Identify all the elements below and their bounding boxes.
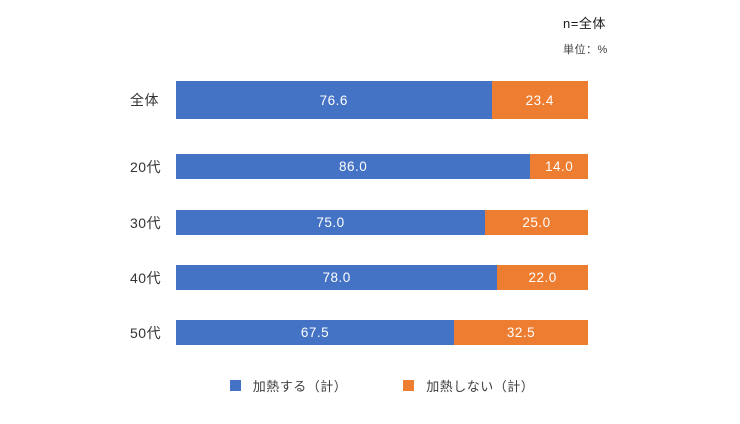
bar-segment-orange: 23.4 [491, 81, 588, 119]
category-label: 50代 [130, 324, 162, 341]
bar-segment-blue: 76.6 [176, 81, 492, 119]
sample-size-label: n=全体 [563, 16, 606, 31]
bar-track: 76.6 23.4 [176, 81, 588, 119]
chart-meta: n=全体 単位：% [563, 13, 608, 57]
legend-swatch-icon [229, 380, 241, 391]
bar-segment-orange: 22.0 [497, 265, 588, 290]
chart-row: 50代 67.5 32.5 [130, 320, 588, 345]
category-label: 全体 [130, 92, 159, 108]
bar-track: 78.0 22.0 [176, 265, 588, 290]
legend-swatch-icon [403, 380, 415, 391]
chart-row: 30代 75.0 25.0 [130, 210, 588, 235]
segment-value-label: 86.0 [339, 159, 368, 174]
legend-item: 加熱する（計） [229, 376, 348, 395]
segment-value-label: 14.0 [545, 159, 574, 174]
chart-row: 40代 78.0 22.0 [130, 265, 588, 290]
segment-value-label: 25.0 [522, 215, 551, 230]
bar-track: 86.0 14.0 [176, 154, 588, 179]
unit-label: 単位：% [563, 44, 608, 56]
chart-legend: 加熱する（計） 加熱しない（計） [176, 376, 588, 395]
bar-chart-rows: 全体 76.6 23.4 20代 86.0 14.0 30代 75.0 25.0 40代 78.0 2… [130, 81, 588, 345]
segment-value-label: 32.5 [506, 325, 536, 340]
legend-label: 加熱しない（計） [426, 379, 535, 394]
category-label: 30代 [130, 214, 162, 231]
segment-value-label: 75.0 [316, 215, 345, 230]
legend-item: 加熱しない（計） [403, 376, 534, 395]
category-label: 40代 [130, 269, 162, 286]
bar-segment-blue: 78.0 [176, 265, 498, 290]
chart-row: 20代 86.0 14.0 [130, 154, 588, 179]
category-label: 20代 [130, 158, 162, 175]
bar-track: 67.5 32.5 [176, 320, 588, 345]
bar-segment-blue: 75.0 [176, 210, 485, 235]
segment-value-label: 76.6 [319, 92, 348, 108]
legend-label: 加熱する（計） [252, 379, 348, 394]
chart-row: 全体 76.6 23.4 [130, 81, 588, 119]
segment-value-label: 67.5 [300, 325, 330, 340]
segment-value-label: 23.4 [525, 92, 554, 108]
bar-segment-blue: 67.5 [176, 320, 455, 345]
bar-segment-blue: 86.0 [176, 154, 531, 179]
bar-segment-orange: 25.0 [485, 210, 588, 235]
bar-track: 75.0 25.0 [176, 210, 588, 235]
bar-segment-orange: 14.0 [530, 154, 588, 179]
segment-value-label: 22.0 [528, 270, 557, 285]
segment-value-label: 78.0 [322, 270, 351, 285]
bar-segment-orange: 32.5 [454, 320, 588, 345]
